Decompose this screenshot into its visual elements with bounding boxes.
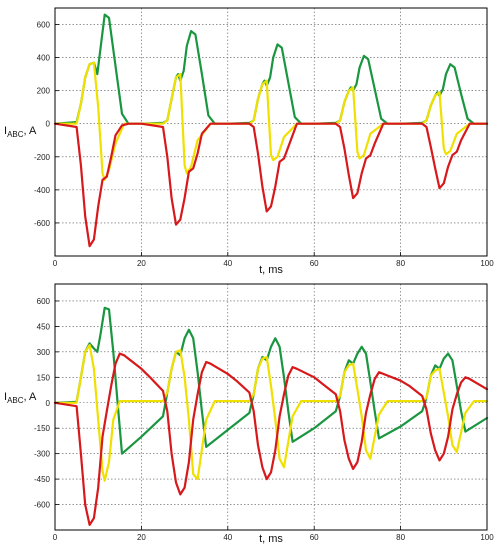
bottom-chart: 0 20 40 60 80 100 -600 -450 -300 -150 0 150 300 450 60… — [4, 283, 494, 545]
series-line-0 — [53, 306, 489, 455]
x-tick-label: 20 — [137, 533, 146, 542]
series-line-2 — [53, 122, 489, 248]
y-tick-label: 600 — [37, 297, 51, 306]
plot-area — [55, 8, 487, 256]
top-chart: 0 20 40 60 80 100 -600 -400 -200 0 200 400 600 t, ms I… — [4, 7, 494, 276]
x-axis-label: t, ms — [259, 533, 283, 545]
y-tick-label: -600 — [34, 219, 51, 228]
y-axis-label: IABC, A — [4, 391, 37, 405]
y-tick-label: 0 — [46, 120, 51, 129]
x-tick-label: 0 — [53, 259, 58, 268]
y-axis-label: IABC, A — [4, 125, 37, 139]
y-tick-label: -450 — [34, 475, 51, 484]
series-line-1 — [53, 344, 489, 482]
plot-area — [55, 284, 487, 530]
y-tick-label: -200 — [34, 153, 51, 162]
y-tick-label: 450 — [37, 322, 51, 331]
y-tick-label: 0 — [46, 399, 51, 408]
x-tick-label: 80 — [396, 259, 405, 268]
series-line-2 — [53, 352, 489, 526]
plot-frame — [54, 283, 488, 531]
x-tick-label: 60 — [310, 259, 319, 268]
x-axis-label: t, ms — [259, 264, 283, 276]
x-tick-label: 40 — [223, 259, 232, 268]
x-tick-label: 0 — [53, 533, 58, 542]
x-tick-label: 100 — [480, 533, 494, 542]
y-tick-label: -150 — [34, 424, 51, 433]
x-tick-label: 100 — [480, 259, 494, 268]
x-tick-label: 80 — [396, 533, 405, 542]
x-tick-label: 40 — [223, 533, 232, 542]
y-tick-label: -600 — [34, 501, 51, 510]
y-tick-label: -300 — [34, 450, 51, 459]
x-tick-label: 60 — [310, 533, 319, 542]
plot-frame — [54, 7, 488, 257]
y-tick-label: 150 — [37, 373, 51, 382]
y-tick-label: 200 — [37, 87, 51, 96]
y-tick-label: 300 — [37, 348, 51, 357]
x-tick-label: 20 — [137, 259, 146, 268]
y-tick-label: 600 — [37, 21, 51, 30]
y-tick-label: -400 — [34, 186, 51, 195]
y-tick-label: 400 — [37, 54, 51, 63]
